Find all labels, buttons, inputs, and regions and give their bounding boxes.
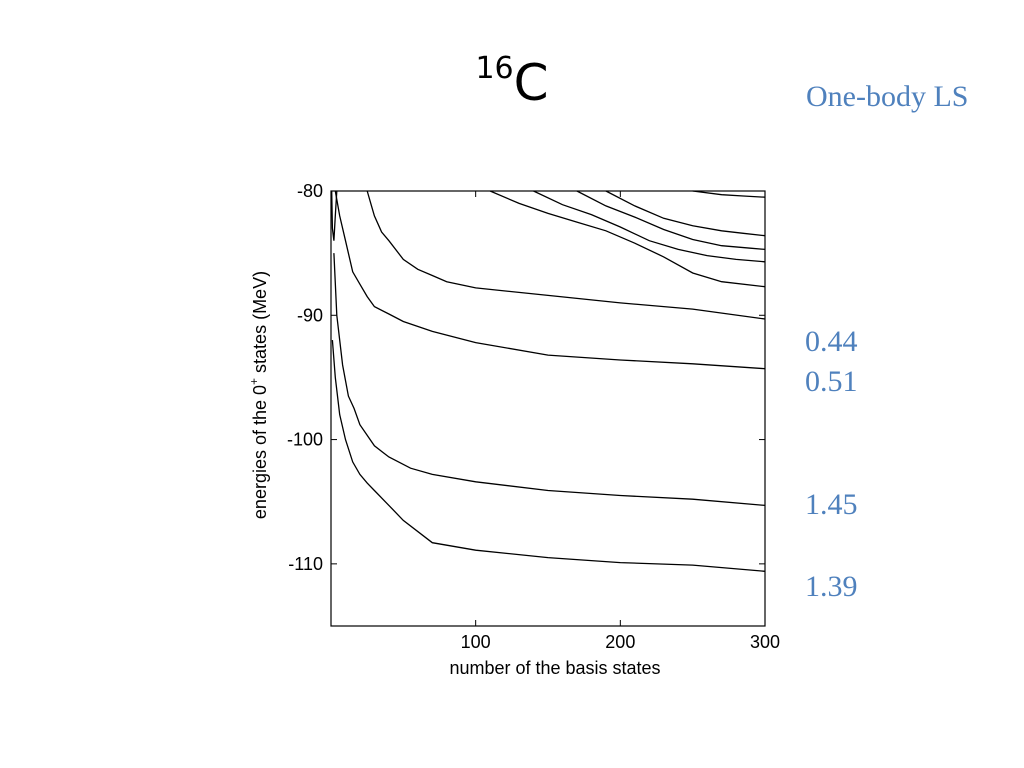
series-line-6 (533, 190, 766, 263)
side-value-4: 1.39 (805, 570, 858, 603)
y-tick-label-1: -90 (297, 305, 323, 325)
x-tick-label-1: 200 (605, 632, 635, 652)
series-line-3 (334, 190, 766, 370)
series-line-1 (331, 340, 766, 572)
series-group (331, 190, 766, 572)
y-axis-label-part2: states (MeV) (250, 271, 270, 378)
subtitle: One-body LS (806, 80, 969, 113)
x-axis-label: number of the basis states (449, 658, 660, 678)
series-line-2 (333, 253, 766, 507)
y-axis-label-sup: + (247, 378, 261, 385)
y-tick-label-3: -110 (288, 554, 323, 574)
series-line-8 (605, 190, 766, 237)
y-axis-label: energies of the 0+ states (MeV) (247, 271, 270, 519)
axis-ticks: 100 200 300 -80 -90 -100 -110 (287, 181, 780, 652)
y-tick-label-2: -100 (287, 430, 323, 450)
title-element: C (513, 54, 549, 112)
x-tick-label-2: 300 (750, 632, 780, 652)
side-value-1: 0.44 (805, 325, 858, 358)
series-line-9 (692, 190, 766, 198)
series-line-7 (576, 190, 766, 251)
series-line-5 (489, 190, 766, 288)
y-tick-label-0: -80 (297, 181, 323, 201)
series-line-10 (331, 190, 338, 241)
title-mass-number: 16 (475, 51, 514, 86)
x-tick-label-0: 100 (461, 632, 491, 652)
slide-title: 16C (0, 54, 1024, 109)
series-line-4 (366, 190, 766, 320)
plot-frame (330, 190, 766, 627)
y-axis-label-part1: energies of the 0 (250, 385, 270, 519)
side-value-3: 1.45 (805, 488, 858, 521)
side-value-2: 0.51 (805, 365, 858, 398)
